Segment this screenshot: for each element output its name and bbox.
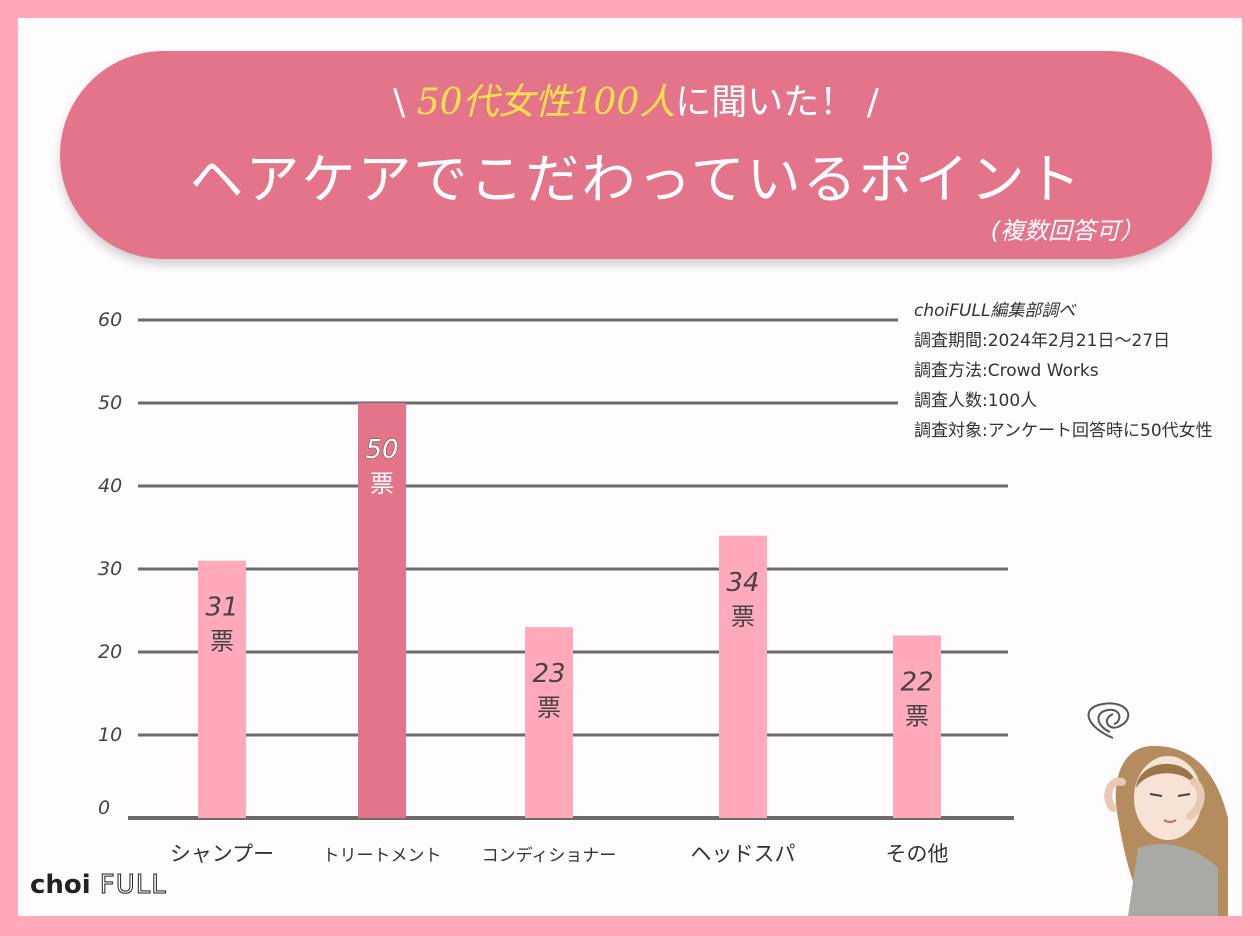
brand-logo: choi FULL xyxy=(30,870,167,901)
x-category-label: その他 xyxy=(886,842,949,866)
survey-info: choiFULL編集部調べ 調査期間:2024年2月21日〜27日 調査方法:C… xyxy=(914,296,1213,446)
bar-value-label: 23 xyxy=(532,659,565,689)
y-tick-label: 50 xyxy=(98,392,122,414)
x-category-label: トリートメント xyxy=(323,846,442,866)
survey-source: choiFULL編集部調べ xyxy=(914,301,1076,321)
x-category-label: シャンプー xyxy=(170,842,274,866)
worried-woman-illustration xyxy=(1087,702,1228,916)
banner-highlight: 50代女性100人 xyxy=(416,82,676,123)
multiple-answer-note: (複数回答可） xyxy=(990,217,1144,245)
banner-slash-left: \ xyxy=(393,82,417,123)
bar xyxy=(358,403,406,818)
bar xyxy=(719,535,767,818)
x-category-label: ヘッドスパ xyxy=(691,842,796,866)
bar-unit-label: 票 xyxy=(905,702,929,730)
title-banner: \ 50代女性100人に聞いた！ / ヘアケアでこだわっているポイント (複数回… xyxy=(60,51,1212,259)
banner-subtitle: \ 50代女性100人に聞いた！ / xyxy=(60,73,1212,125)
bar-unit-label: 票 xyxy=(210,628,234,656)
survey-target: 調査対象:アンケート回答時に50代女性 xyxy=(914,421,1213,441)
bar xyxy=(893,635,941,818)
banner-subtitle-text: に聞いた！ xyxy=(675,82,856,123)
survey-count: 調査人数:100人 xyxy=(914,391,1038,411)
page-title: ヘアケアでこだわっているポイント xyxy=(189,148,1083,211)
y-tick-label: 10 xyxy=(98,724,122,746)
bar-unit-label: 票 xyxy=(370,470,394,498)
y-tick-label: 0 xyxy=(98,797,110,819)
bar xyxy=(525,627,573,818)
bar-unit-label: 票 xyxy=(537,694,561,722)
x-category-label: コンディショナー xyxy=(482,845,617,866)
y-tick-label: 40 xyxy=(98,475,122,497)
banner-slash-right: / xyxy=(855,82,879,123)
bar-value-label: 34 xyxy=(726,568,759,598)
y-tick-label: 20 xyxy=(98,641,122,663)
bar-value-label: 31 xyxy=(205,593,238,623)
bar-unit-label: 票 xyxy=(731,603,755,631)
bar xyxy=(198,560,246,818)
chart-frame: \ 50代女性100人に聞いた！ / ヘアケアでこだわっているポイント (複数回… xyxy=(18,18,1242,916)
bar-chart: 0 10 20 30 40 50 60 31 票 50 票 23 票 34 票 22 票 シャンプー トリートメ… xyxy=(98,309,1014,866)
bar-value-label: 22 xyxy=(900,667,933,697)
y-tick-label: 60 xyxy=(98,309,122,331)
survey-method: 調査方法:Crowd Works xyxy=(914,361,1099,381)
y-tick-label: 30 xyxy=(98,558,122,580)
bar-value-label: 50 xyxy=(365,435,398,465)
survey-period: 調査期間:2024年2月21日〜27日 xyxy=(914,331,1171,351)
